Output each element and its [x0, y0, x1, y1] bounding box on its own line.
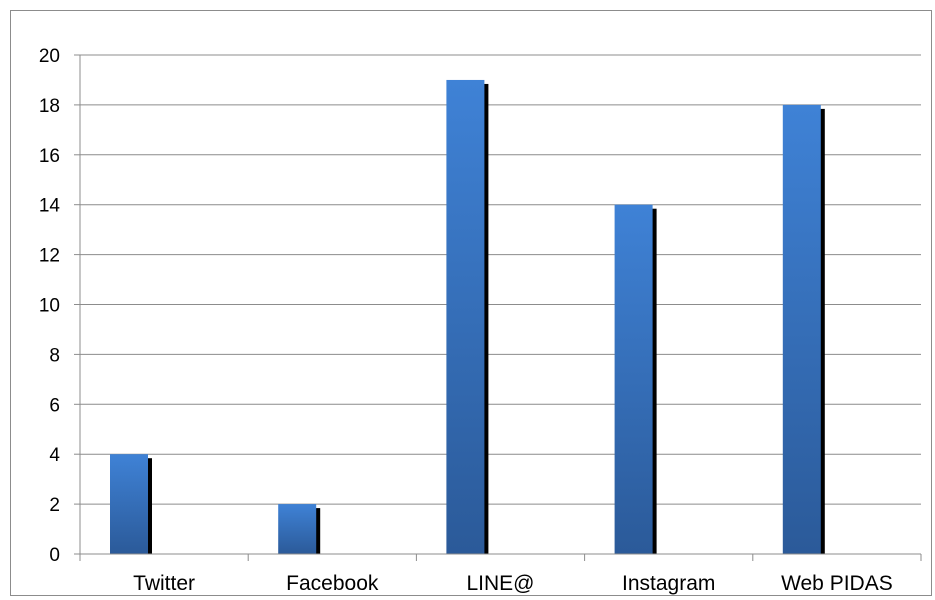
- y-tick-label: 16: [39, 146, 60, 167]
- y-tick-label: 0: [49, 545, 60, 566]
- x-tick-label: Facebook: [286, 572, 379, 595]
- y-tick-label: 12: [39, 246, 60, 267]
- y-tick-label: 14: [39, 196, 61, 217]
- x-tick-label: Web PIDAS: [781, 572, 893, 595]
- y-tick-label: 8: [49, 345, 60, 366]
- x-tick-label: Instagram: [622, 572, 715, 595]
- bar: [446, 79, 485, 554]
- bar: [110, 454, 148, 554]
- bar: [782, 104, 821, 555]
- y-tick-label: 4: [49, 445, 60, 466]
- gridlines: [80, 54, 921, 505]
- bar: [614, 204, 653, 554]
- y-tick-label: 18: [39, 96, 60, 117]
- x-axis-ticks: Twitter Facebook LINE@ Instagram Web PIDAS: [133, 572, 893, 595]
- bar: [278, 504, 317, 554]
- y-axis-ticks: 0 2 4 6 8 10 12 14 16 18 20: [39, 46, 80, 566]
- y-tick-label: 20: [39, 46, 60, 67]
- bars: [110, 79, 825, 555]
- y-tick-label: 2: [49, 495, 60, 516]
- axes: [79, 55, 922, 561]
- y-tick-label: 10: [39, 296, 60, 317]
- x-tick-label: LINE@: [466, 572, 534, 595]
- x-tick-label: Twitter: [133, 572, 195, 595]
- y-tick-label: 6: [49, 395, 60, 416]
